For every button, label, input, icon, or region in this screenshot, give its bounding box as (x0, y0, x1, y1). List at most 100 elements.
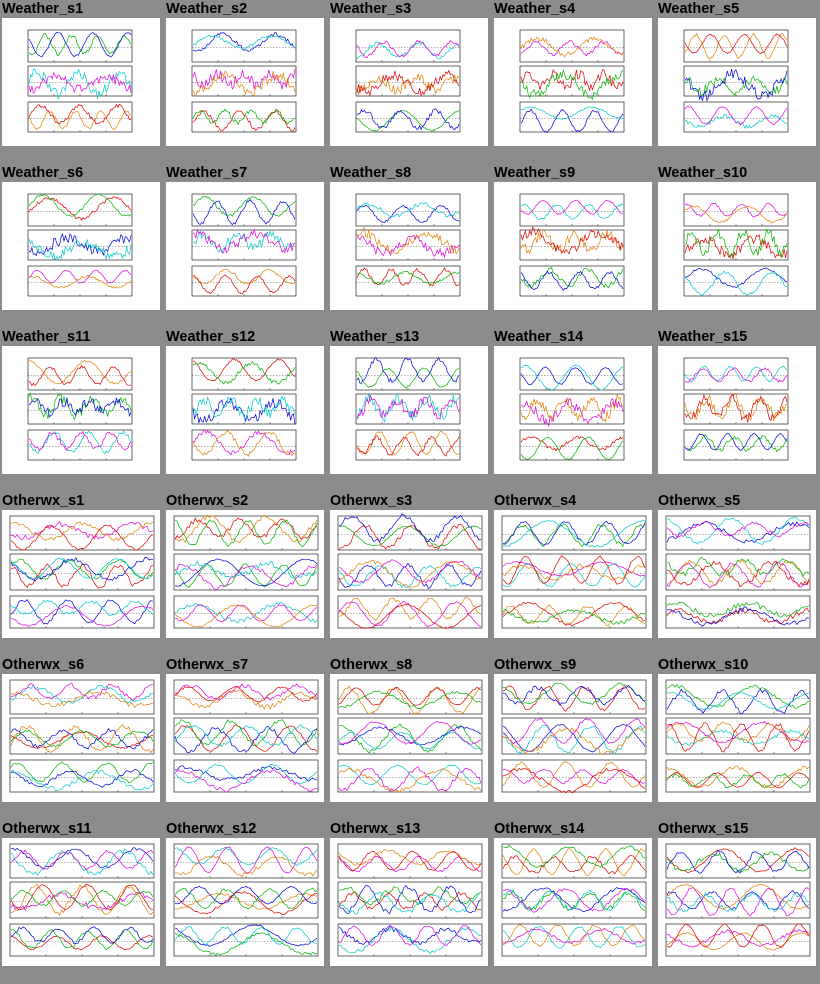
otherwx-plot-thumbnail[interactable] (166, 674, 324, 802)
thumbnail-cell[interactable]: Weather_s10 (656, 164, 818, 328)
otherwx-plot-thumbnail[interactable] (658, 510, 816, 638)
thumbnail-cell[interactable]: Weather_s2 (164, 0, 326, 164)
plot-series-line (684, 365, 788, 383)
otherwx-plot-thumbnail[interactable] (330, 838, 488, 966)
otherwx-plot-thumbnail[interactable] (658, 674, 816, 802)
thumbnail-cell[interactable]: Otherwx_s7 (164, 656, 326, 820)
thumbnail-cell[interactable]: Otherwx_s1 (0, 492, 162, 656)
plot-series-line (356, 204, 460, 224)
otherwx-plot-thumbnail[interactable] (330, 510, 488, 638)
plot-series-line (174, 558, 318, 587)
otherwx-plot-thumbnail[interactable] (494, 510, 652, 638)
plot-series-line (338, 926, 482, 946)
thumbnail-cell[interactable]: Otherwx_s3 (328, 492, 490, 656)
otherwx-plot-thumbnail[interactable] (658, 838, 816, 966)
thumbnail-cell[interactable]: Otherwx_s9 (492, 656, 654, 820)
plot-series-line (502, 563, 646, 582)
thumbnail-cell[interactable]: Weather_s13 (328, 328, 490, 492)
thumbnail-cell[interactable]: Otherwx_s15 (656, 820, 818, 984)
thumbnail-cell[interactable]: Weather_s5 (656, 0, 818, 164)
plot-graphic (9, 679, 155, 793)
otherwx-plot-thumbnail[interactable] (2, 674, 160, 802)
weather-plot-thumbnail[interactable] (494, 18, 652, 146)
plot-series-line (338, 925, 482, 955)
thumbnail-cell[interactable]: Weather_s14 (492, 328, 654, 492)
plot-graphic (337, 679, 483, 793)
thumbnail-cell[interactable]: Weather_s6 (0, 164, 162, 328)
otherwx-plot-thumbnail[interactable] (166, 838, 324, 966)
weather-plot-thumbnail[interactable] (330, 182, 488, 310)
otherwx-plot-thumbnail[interactable] (494, 674, 652, 802)
otherwx-plot-thumbnail[interactable] (330, 674, 488, 802)
plot-series-line (175, 892, 318, 910)
thumbnail-title: Otherwx_s2 (166, 493, 249, 509)
plot-series-line (338, 525, 482, 548)
thumbnail-cell[interactable]: Otherwx_s8 (328, 656, 490, 820)
weather-plot-thumbnail[interactable] (658, 346, 816, 474)
thumbnail-cell[interactable]: Weather_s7 (164, 164, 326, 328)
plot-series-line (338, 850, 482, 872)
plot-series-line (684, 393, 788, 423)
thumbnail-title: Weather_s14 (494, 329, 584, 345)
weather-plot-thumbnail[interactable] (2, 18, 160, 146)
weather-plot-thumbnail[interactable] (658, 18, 816, 146)
plot-series-line (684, 432, 788, 451)
otherwx-plot-thumbnail[interactable] (166, 510, 324, 638)
thumbnail-title: Weather_s10 (658, 165, 748, 181)
plot-series-line (666, 929, 810, 948)
otherwx-plot-thumbnail[interactable] (494, 838, 652, 966)
plot-graphic (355, 193, 461, 297)
plot-series-line (10, 521, 154, 542)
weather-plot-thumbnail[interactable] (2, 346, 160, 474)
thumbnail-cell[interactable]: Weather_s1 (0, 0, 162, 164)
plot-series-line (10, 761, 154, 784)
thumbnail-cell[interactable]: Otherwx_s14 (492, 820, 654, 984)
weather-plot-thumbnail[interactable] (494, 346, 652, 474)
otherwx-plot-thumbnail[interactable] (2, 838, 160, 966)
thumbnail-cell[interactable]: Weather_s11 (0, 328, 162, 492)
thumbnail-cell[interactable]: Weather_s8 (328, 164, 490, 328)
thumbnail-cell[interactable]: Otherwx_s10 (656, 656, 818, 820)
plot-graphic (9, 515, 155, 629)
weather-plot-thumbnail[interactable] (2, 182, 160, 310)
plot-series-line (684, 392, 788, 422)
thumbnail-cell[interactable]: Otherwx_s13 (328, 820, 490, 984)
plot-series-line (666, 688, 810, 715)
thumbnail-cell[interactable]: Otherwx_s11 (0, 820, 162, 984)
thumbnail-cell[interactable]: Weather_s9 (492, 164, 654, 328)
thumbnail-cell[interactable]: Otherwx_s12 (164, 820, 326, 984)
weather-plot-thumbnail[interactable] (494, 182, 652, 310)
thumbnail-cell[interactable]: Weather_s4 (492, 0, 654, 164)
thumbnail-cell[interactable]: Otherwx_s6 (0, 656, 162, 820)
plot-series-line (356, 357, 460, 384)
thumbnail-cell[interactable]: Weather_s15 (656, 328, 818, 492)
plot-series-line (356, 435, 460, 457)
thumbnail-cell[interactable]: Otherwx_s2 (164, 492, 326, 656)
weather-plot-thumbnail[interactable] (330, 346, 488, 474)
plot-series-line (502, 718, 646, 745)
weather-plot-thumbnail[interactable] (166, 346, 324, 474)
plot-series-line (338, 513, 482, 543)
plot-series-line (338, 924, 482, 947)
thumbnail-cell[interactable]: Otherwx_s5 (656, 492, 818, 656)
thumbnail-cell[interactable]: Weather_s3 (328, 0, 490, 164)
plot-graphic (173, 679, 319, 793)
plot-series-line (28, 430, 132, 455)
thumbnail-cell[interactable]: Weather_s12 (164, 328, 326, 492)
plot-series-line (502, 927, 646, 945)
weather-plot-thumbnail[interactable] (330, 18, 488, 146)
plot-series-line (520, 398, 624, 427)
plot-series-line (10, 599, 154, 625)
plot-series-line (666, 729, 810, 747)
weather-plot-thumbnail[interactable] (166, 18, 324, 146)
thumbnail-cell[interactable]: Otherwx_s4 (492, 492, 654, 656)
otherwx-plot-thumbnail[interactable] (2, 510, 160, 638)
plot-series-line (10, 769, 154, 792)
thumbnail-title: Otherwx_s1 (2, 493, 85, 509)
plot-series-line (174, 924, 318, 947)
plot-series-line (502, 726, 646, 755)
plot-series-line (192, 69, 296, 90)
weather-plot-thumbnail[interactable] (658, 182, 816, 310)
plot-graphic (9, 843, 155, 957)
weather-plot-thumbnail[interactable] (166, 182, 324, 310)
